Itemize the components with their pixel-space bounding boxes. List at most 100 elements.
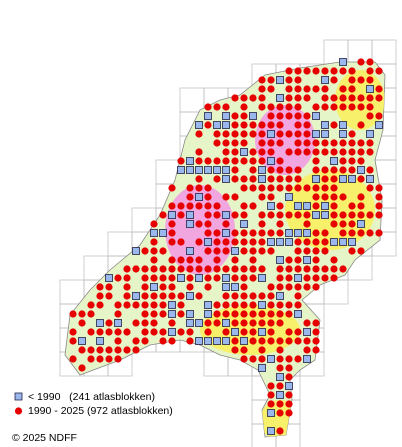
record-old: [186, 292, 194, 300]
record-new: [285, 274, 293, 282]
record-new: [294, 175, 302, 183]
record-new: [312, 193, 320, 201]
record-new: [195, 238, 203, 246]
record-old: [267, 130, 275, 138]
record-new: [294, 139, 302, 147]
record-new: [258, 292, 266, 300]
record-new: [114, 310, 122, 318]
record-new: [276, 346, 284, 354]
record-new: [222, 193, 230, 201]
record-new: [321, 247, 329, 255]
record-old: [150, 283, 158, 291]
record-new: [240, 94, 248, 102]
record-old: [366, 85, 374, 93]
record-new: [294, 148, 302, 156]
record-new: [303, 211, 311, 219]
record-old: [222, 121, 230, 129]
record-new: [231, 157, 239, 165]
record-new: [204, 121, 212, 129]
record-new: [348, 67, 356, 75]
record-old: [231, 247, 239, 255]
record-old: [222, 274, 230, 282]
record-new: [249, 337, 257, 345]
record-new: [213, 229, 221, 237]
record-new: [123, 283, 131, 291]
record-new: [258, 211, 266, 219]
record-new: [222, 130, 230, 138]
record-new: [141, 328, 149, 336]
record-new: [357, 157, 365, 165]
record-new: [204, 211, 212, 219]
record-new: [249, 238, 257, 246]
record-new: [249, 148, 257, 156]
record-new: [204, 184, 212, 192]
record-old: [168, 211, 176, 219]
record-new: [177, 310, 185, 318]
record-new: [195, 202, 203, 210]
record-old: [186, 166, 194, 174]
record-old: [222, 166, 230, 174]
record-old: [204, 238, 212, 246]
record-new: [240, 355, 248, 363]
record-old: [339, 175, 347, 183]
record-old: [321, 130, 329, 138]
record-new: [312, 229, 320, 237]
record-new: [258, 139, 266, 147]
record-new: [312, 238, 320, 246]
record-old: [231, 283, 239, 291]
record-new: [276, 337, 284, 345]
record-new: [150, 247, 158, 255]
record-new: [339, 193, 347, 201]
record-new: [357, 247, 365, 255]
record-new: [357, 229, 365, 237]
record-new: [330, 211, 338, 219]
record-new: [222, 220, 230, 228]
record-old: [168, 328, 176, 336]
record-new: [240, 202, 248, 210]
record-new: [357, 202, 365, 210]
record-new: [276, 121, 284, 129]
record-new: [258, 319, 266, 327]
record-new: [339, 220, 347, 228]
record-old: [186, 211, 194, 219]
record-new: [267, 175, 275, 183]
record-new: [222, 148, 230, 156]
record-new: [348, 247, 356, 255]
record-new: [204, 193, 212, 201]
record-new: [330, 202, 338, 210]
record-old: [267, 355, 275, 363]
record-new: [249, 310, 257, 318]
record-new: [213, 139, 221, 147]
record-old: [357, 220, 365, 228]
record-new: [267, 292, 275, 300]
record-new: [321, 103, 329, 111]
record-new: [267, 319, 275, 327]
record-new: [312, 67, 320, 75]
record-new: [168, 256, 176, 264]
record-new: [366, 94, 374, 102]
copyright: © 2025 NDFF: [12, 432, 77, 444]
record-new: [177, 157, 185, 165]
record-new: [303, 220, 311, 228]
record-new: [240, 157, 248, 165]
record-new: [150, 328, 158, 336]
record-old: [231, 328, 239, 336]
record-new: [96, 283, 104, 291]
record-new: [294, 184, 302, 192]
record-new: [276, 211, 284, 219]
record-new: [159, 211, 167, 219]
record-old: [105, 274, 113, 282]
record-new: [285, 130, 293, 138]
record-new: [375, 193, 383, 201]
record-old: [267, 202, 275, 210]
record-new: [330, 121, 338, 129]
record-new: [294, 166, 302, 174]
record-new: [114, 301, 122, 309]
record-new: [258, 229, 266, 237]
record-new: [348, 229, 356, 237]
record-new: [114, 274, 122, 282]
record-new: [231, 319, 239, 327]
record-old: [258, 274, 266, 282]
record-old: [240, 220, 248, 228]
record-new: [303, 247, 311, 255]
